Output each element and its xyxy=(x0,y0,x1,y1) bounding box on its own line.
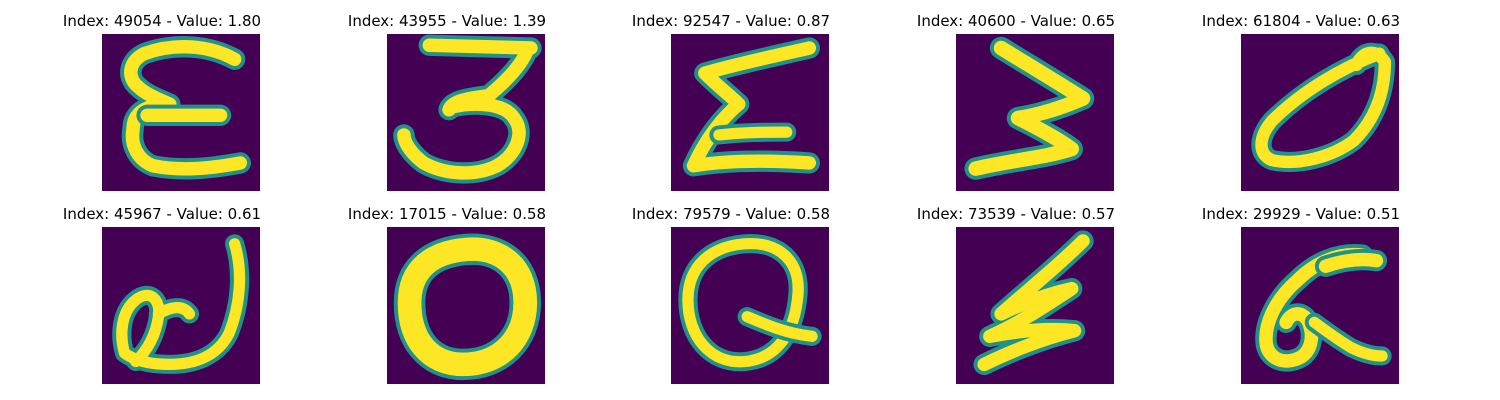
handwritten-sample-image xyxy=(956,227,1114,384)
glyph-stroke-core xyxy=(686,41,817,173)
q-shape-glyph xyxy=(678,234,822,372)
glyph-stroke-core xyxy=(977,234,1090,372)
handwritten-sample-image xyxy=(956,34,1114,191)
glyph-stroke-core xyxy=(741,311,818,342)
leaf-loop-shape-glyph xyxy=(1251,42,1396,172)
panel-title: Index: 92547 - Value: 0.87 xyxy=(631,12,831,30)
handwritten-sample-image xyxy=(387,34,545,191)
glyph-stroke-core xyxy=(116,238,246,370)
glyph-stroke-core xyxy=(397,38,538,180)
glyph-stroke-core xyxy=(682,238,804,368)
sigma-shape-glyph xyxy=(682,37,820,177)
zigzag-w-shape-glyph xyxy=(964,36,1095,180)
panel-title: Index: 17015 - Value: 0.58 xyxy=(347,205,547,223)
thick-o-shape-glyph xyxy=(393,233,542,381)
epsilon-shape-glyph xyxy=(120,36,251,180)
alpha-shape-glyph xyxy=(1255,243,1392,372)
handwritten-sample-image xyxy=(102,34,260,191)
panel-title: Index: 73539 - Value: 0.57 xyxy=(916,205,1116,223)
panel-title: Index: 79579 - Value: 0.58 xyxy=(631,205,831,223)
panel-title: Index: 40600 - Value: 0.65 xyxy=(916,12,1116,30)
handwritten-sample-image xyxy=(387,227,545,384)
glyph-stroke-core xyxy=(1308,316,1388,362)
zigzag-z-shape-glyph xyxy=(973,230,1094,376)
glyph-stroke-core xyxy=(397,237,538,377)
looped-a-shape-glyph xyxy=(112,234,250,374)
panel-title: Index: 43955 - Value: 1.39 xyxy=(347,12,547,30)
panel-title: Index: 49054 - Value: 1.80 xyxy=(62,12,262,30)
glyph-stroke-core xyxy=(1318,252,1384,273)
handwritten-sample-image xyxy=(102,227,260,384)
handwritten-sample-image xyxy=(671,227,829,384)
handwritten-sample-image xyxy=(1241,34,1399,191)
panel-title: Index: 29929 - Value: 0.51 xyxy=(1201,205,1401,223)
handwritten-sample-image xyxy=(671,34,829,191)
digit-3-shape-glyph xyxy=(393,34,542,184)
glyph-stroke-core xyxy=(1255,46,1392,169)
glyph-stroke-core xyxy=(713,126,793,141)
panel-title: Index: 61804 - Value: 0.63 xyxy=(1201,12,1401,30)
panel-title: Index: 45967 - Value: 0.61 xyxy=(62,205,262,223)
handwritten-sample-image xyxy=(1241,227,1399,384)
glyph-stroke-core xyxy=(124,39,248,176)
glyph-stroke-core xyxy=(968,40,1091,176)
